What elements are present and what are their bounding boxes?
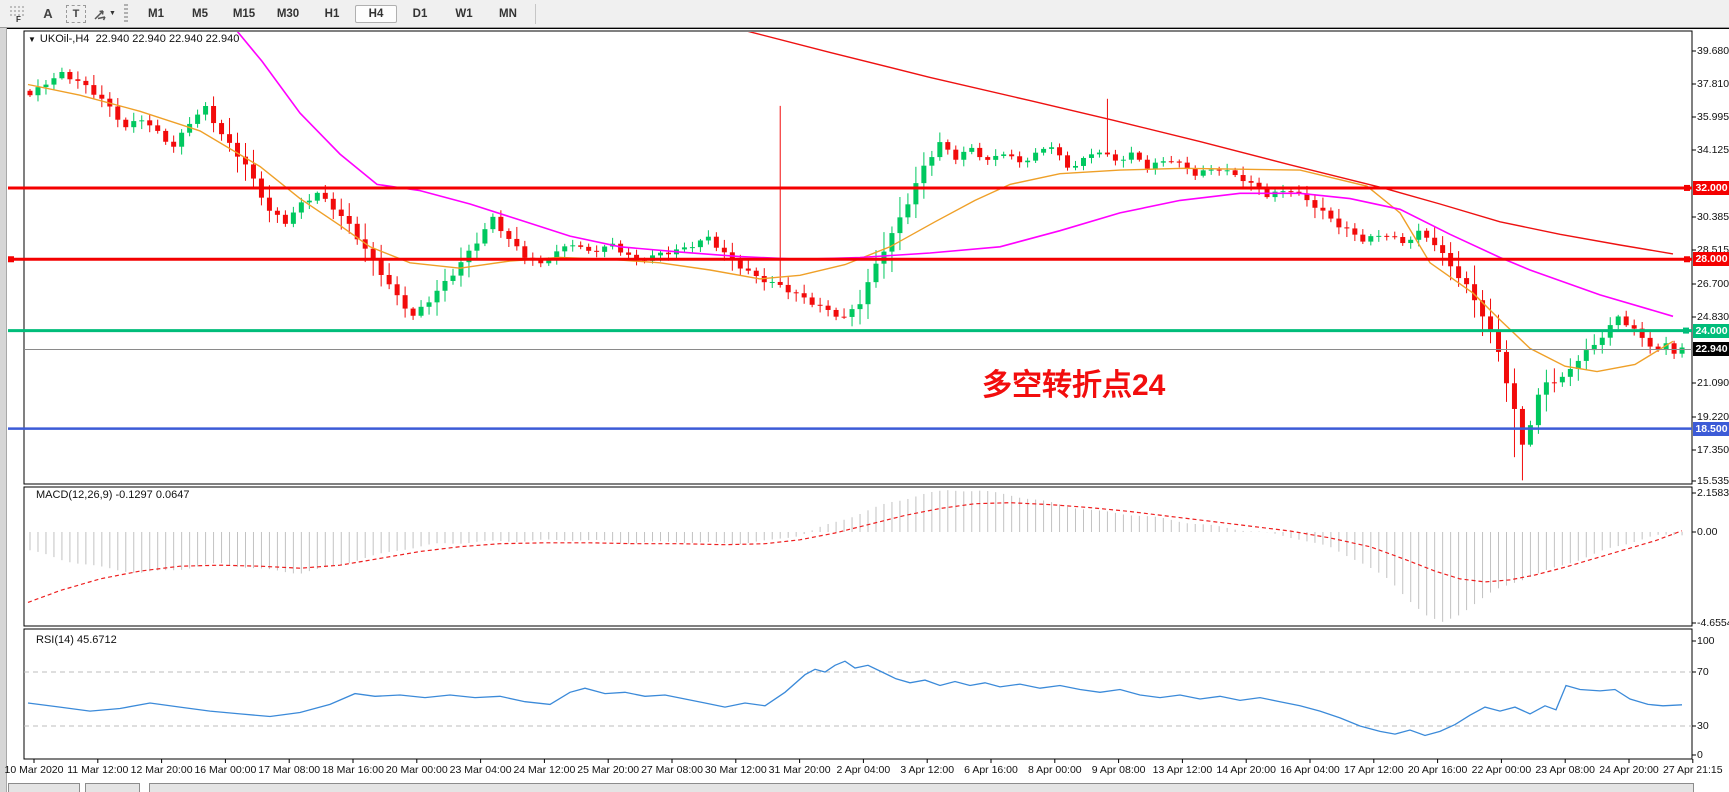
time-axis-label: 6 Apr 16:00 [964,764,1018,776]
price-axis-tick-label: 15.535 [1697,475,1729,487]
chart-title: ▼ UKOil-,H4 22.940 22.940 22.940 22.940 [28,33,239,45]
timeframe-button-d1[interactable]: D1 [412,7,428,20]
horizontal-scrollbar-segment[interactable] [149,783,1694,792]
time-axis-label: 14 Apr 20:00 [1216,764,1276,776]
price-axis-tick-label: 24.830 [1697,311,1729,323]
chart-annotation-text: 多空转折点24 [982,369,1166,402]
time-axis-label: 16 Apr 04:00 [1280,764,1340,776]
price-axis-tick-label: 39.680 [1697,45,1729,57]
toolbar: F A T ▼ M1 M5 M15 M30 H1 H4 D1 W1 MN [0,0,1729,28]
time-axis-label: 16 Mar 00:00 [194,764,257,776]
price-axis-tick-label: 26.700 [1697,278,1729,290]
grid-template-icon[interactable]: F [6,3,30,25]
price-axis-tick-label: 35.995 [1697,111,1729,123]
timeframe-button-m5[interactable]: M5 [192,7,208,20]
text-label-a-icon[interactable]: A [43,6,53,21]
toolbar-grip[interactable] [124,3,128,24]
symbol-label: UKOil-,H4 [39,33,90,45]
time-axis-label: 3 Apr 12:00 [900,764,955,776]
rsi-axis-tick-label: 30 [1697,720,1709,732]
time-axis-label: 27 Apr 21:15 [1663,764,1723,776]
time-axis-label: 10 Mar 2020 [4,764,64,776]
rsi-axis-tick-label: 0 [1697,749,1703,761]
current-price-badge: 22.940 [1693,342,1729,357]
time-axis-label: 23 Mar 04:00 [449,764,512,776]
time-axis-label: 20 Mar 00:00 [385,764,448,776]
price-axis-tick-label: 21.090 [1697,377,1729,389]
price-level-badge: 24.000 [1693,323,1729,338]
cycle-arrows-icon[interactable]: ▼ [92,3,116,25]
macd-axis-tick-label: 0.00 [1697,526,1718,538]
time-axis-label: 25 Mar 20:00 [577,764,640,776]
timeframe-button-w1[interactable]: W1 [455,7,473,20]
ohlc-values: 22.940 22.940 22.940 22.940 [95,33,240,45]
timeframe-button-group: M1 M5 M15 M30 H1 H4 D1 W1 MN [134,4,530,23]
rsi-indicator-label: RSI(14) 45.6712 [36,634,117,646]
time-axis-label: 24 Apr 20:00 [1599,764,1659,776]
expand-arrow-icon[interactable]: ▼ [28,35,36,44]
timeframe-button-h1[interactable]: H1 [324,7,340,20]
timeframe-button-m30[interactable]: M30 [276,7,300,20]
time-axis-label: 12 Mar 20:00 [130,764,193,776]
toolbar-separator [535,3,536,24]
price-axis-tick-label: 34.125 [1697,144,1729,156]
cycle-arrows-glyph [94,9,106,20]
price-axis-tick-label: 37.810 [1697,78,1729,90]
time-axis-label: 8 Apr 00:00 [1027,764,1082,776]
time-axis-label: 17 Apr 12:00 [1344,764,1404,776]
svg-text:F: F [16,15,21,23]
grid-dots-glyph: F [10,5,24,23]
price-axis-tick-label: 17.350 [1697,444,1729,456]
time-axis-label: 13 Apr 12:00 [1152,764,1213,776]
time-axis-label: 24 Mar 12:00 [513,764,576,776]
price-level-badge: 32.000 [1693,180,1729,195]
price-level-badge: 28.000 [1693,252,1729,267]
time-axis-label: 27 Mar 08:00 [641,764,703,776]
time-axis-label: 17 Mar 08:00 [258,764,321,776]
time-axis-label: 2 Apr 04:00 [836,764,891,776]
time-axis-label: 22 Apr 00:00 [1471,764,1532,776]
price-level-badge: 18.500 [1693,421,1729,436]
dropdown-caret-icon[interactable]: ▼ [109,10,116,17]
time-axis-label: 20 Apr 16:00 [1407,764,1468,776]
time-axis-label: 31 Mar 20:00 [768,764,831,776]
timeframe-button-h4[interactable]: H4 [355,4,397,23]
macd-axis-tick-label: -4.6554 [1697,617,1729,629]
timeframe-button-m1[interactable]: M1 [148,7,164,20]
rsi-axis-tick-label: 70 [1697,666,1709,678]
time-axis-label: 23 Apr 08:00 [1535,764,1595,776]
horizontal-scrollbar-segment[interactable] [8,783,80,792]
price-axis-tick-label: 30.385 [1697,211,1729,223]
time-axis-label: 18 Mar 16:00 [322,764,384,776]
macd-axis-tick-label: 2.1583 [1697,487,1729,499]
window-splitter [0,28,1729,29]
horizontal-scrollbar-segment[interactable] [85,783,140,792]
rsi-axis-tick-label: 100 [1697,635,1715,647]
price-axis-tick-label: 19.220 [1697,411,1729,423]
left-window-edge [0,28,7,792]
time-axis-label: 9 Apr 08:00 [1091,764,1146,776]
text-box-t-icon[interactable]: T [66,4,86,23]
timeframe-button-m15[interactable]: M15 [232,7,256,20]
timeframe-button-mn[interactable]: MN [499,7,517,20]
macd-indicator-label: MACD(12,26,9) -0.1297 0.0647 [36,489,190,501]
time-axis-label: 11 Mar 12:00 [67,764,129,776]
time-axis-label: 30 Mar 12:00 [704,764,767,776]
